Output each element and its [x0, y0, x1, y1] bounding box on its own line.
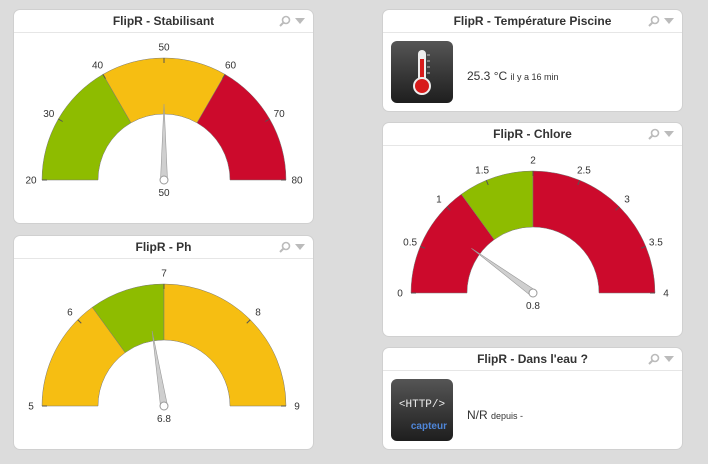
gauge-tick-label: 2.5	[577, 166, 591, 177]
gauge-tick-label: 0	[397, 289, 403, 300]
widget-dans-eau: FlipR - Dans l'eau ? <HTTP/> capteur N/R…	[382, 347, 683, 450]
gauge-tick	[77, 319, 82, 324]
gauge-pivot	[159, 401, 169, 411]
chevron-down-icon[interactable]	[295, 17, 305, 25]
gauge-tick-label: 7	[161, 269, 167, 280]
gauge-tick	[485, 180, 489, 186]
widget-title: FlipR - Température Piscine	[453, 14, 612, 28]
chevron-down-icon[interactable]	[664, 17, 674, 25]
chevron-down-icon[interactable]	[295, 243, 305, 251]
gauge-tick-label: 60	[225, 60, 237, 71]
gauge-tick-label: 1	[436, 194, 442, 205]
search-icon[interactable]	[279, 15, 291, 27]
http-icon-text: <HTTP/>	[398, 399, 446, 411]
widget-title: FlipR - Chlore	[493, 127, 572, 141]
gauge-tick-label: 3	[624, 194, 630, 205]
capteur-label: capteur	[410, 421, 447, 432]
gauge-ph: 5 6 7 8 9 6.8	[28, 269, 300, 426]
widget-title: FlipR - Ph	[135, 240, 192, 254]
eau-since: depuis -	[491, 411, 524, 421]
gauge-tick-label: 2	[530, 156, 536, 167]
gauge-tick-label: 0.5	[403, 238, 417, 249]
widget-stabilisant: FlipR - Stabilisant 20 30 40 50 60 70 80 50	[13, 9, 314, 224]
widget-header: FlipR - Chlore	[383, 123, 682, 146]
temperature-value: 25.3 °C	[467, 69, 508, 83]
gauge-tick-label: 6	[67, 307, 73, 318]
gauge-tick-label: 70	[274, 109, 286, 120]
temperature-since: il y a 16 min	[510, 72, 559, 82]
gauge-stabilisant: 20 30 40 50 60 70 80 50	[25, 43, 303, 200]
widget-header: FlipR - Température Piscine	[383, 10, 682, 33]
gauge-tick	[577, 180, 581, 186]
gauge-band-yellow	[163, 283, 287, 407]
search-icon[interactable]	[648, 353, 660, 365]
gauge-tick-label: 9	[294, 402, 300, 413]
gauge-value-label: 0.8	[526, 301, 540, 312]
gauge-tick-label: 8	[255, 307, 261, 318]
gauge-tick-label: 5	[28, 402, 34, 413]
widget-title: FlipR - Stabilisant	[112, 14, 215, 28]
temperature-reading: 25.3 °C il y a 16 min	[467, 69, 559, 83]
gauge-tick	[222, 74, 226, 79]
widget-chlore: FlipR - Chlore 0 0.5 1 1.5 2 2.5 3 3.5 4 0.8	[382, 122, 683, 337]
thermometer-icon	[391, 41, 453, 103]
eau-reading: N/R depuis -	[467, 408, 523, 422]
gauge-tick	[640, 245, 646, 249]
widget-header: FlipR - Ph	[14, 236, 313, 259]
gauge-tick	[446, 206, 451, 211]
search-icon[interactable]	[648, 15, 660, 27]
gauge-value-label: 6.8	[157, 414, 171, 425]
gauge-tick	[102, 74, 106, 79]
gauge-chlore: 0 0.5 1 1.5 2 2.5 3 3.5 4 0.8	[397, 156, 669, 313]
widget-ph: FlipR - Ph 5 6 7 8 9 6.8	[13, 235, 314, 450]
widget-temperature: FlipR - Température Piscine 25.3 °C il y…	[382, 9, 683, 112]
widget-header: FlipR - Dans l'eau ?	[383, 348, 682, 371]
gauge-tick-label: 80	[291, 176, 303, 187]
gauge-tick-label: 50	[158, 43, 170, 54]
gauge-needle	[471, 248, 536, 297]
gauge-tick	[58, 118, 63, 122]
gauge-tick	[420, 245, 426, 249]
widget-title: FlipR - Dans l'eau ?	[477, 352, 588, 366]
gauge-pivot	[159, 175, 169, 185]
eau-value: N/R	[467, 408, 488, 422]
gauge-band-red	[532, 170, 656, 294]
gauge-tick-label: 30	[43, 109, 55, 120]
gauge-tick	[246, 319, 251, 324]
gauge-needle	[151, 330, 168, 407]
chevron-down-icon[interactable]	[664, 130, 674, 138]
http-capteur-icon: <HTTP/> capteur	[391, 379, 453, 441]
widget-header: FlipR - Stabilisant	[14, 10, 313, 33]
gauge-tick-label: 40	[92, 60, 104, 71]
gauge-tick-label: 3.5	[649, 238, 663, 249]
gauge-needle	[160, 103, 168, 181]
gauge-tick-label: 1.5	[475, 166, 489, 177]
search-icon[interactable]	[279, 241, 291, 253]
chevron-down-icon[interactable]	[664, 355, 674, 363]
gauge-pivot	[528, 288, 538, 298]
gauge-tick	[615, 206, 620, 211]
gauge-tick	[265, 118, 270, 122]
search-icon[interactable]	[648, 128, 660, 140]
gauge-value-label: 50	[158, 188, 170, 199]
gauge-tick-label: 20	[25, 176, 37, 187]
gauge-tick-label: 4	[663, 289, 669, 300]
